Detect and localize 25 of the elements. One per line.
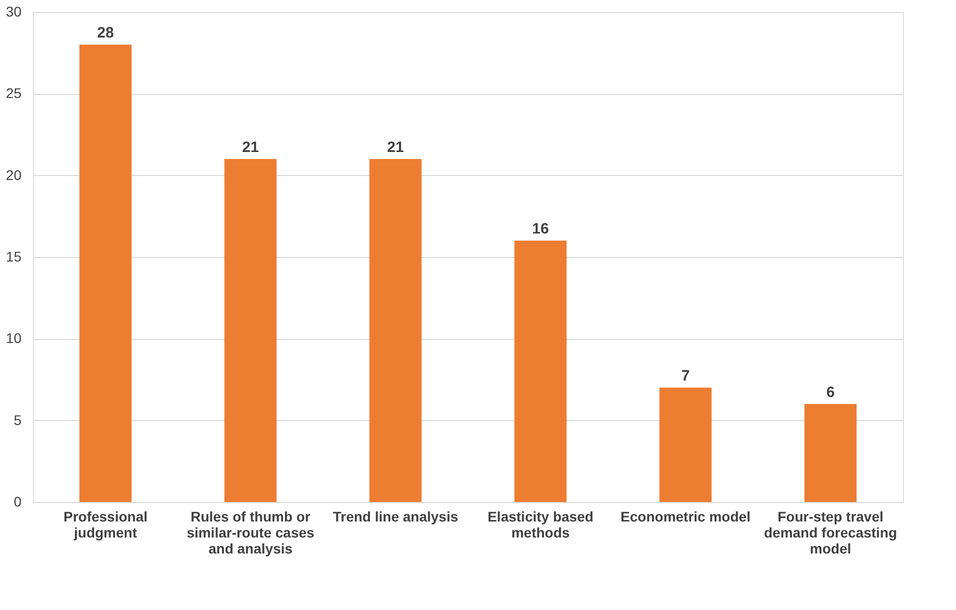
data-label: 21	[242, 139, 259, 156]
y-tick-label: 0	[14, 494, 22, 510]
x-tick-label: Econometric model	[620, 508, 750, 524]
x-tick-label: Elasticity based methods	[488, 508, 594, 540]
bar	[659, 388, 712, 502]
data-label: 7	[681, 368, 690, 385]
y-tick-label: 10	[6, 330, 22, 346]
bar	[369, 159, 422, 502]
bar	[804, 404, 857, 502]
bar	[79, 44, 132, 502]
x-tick-label: Four-step travel demand forecasting model	[764, 508, 898, 556]
bar	[224, 159, 277, 502]
data-label: 28	[97, 24, 114, 42]
x-tick-label: Professional judgment	[63, 508, 148, 540]
y-tick-label: 25	[6, 85, 22, 102]
data-label: 16	[532, 220, 549, 238]
x-tick-label: Rules of thumb or similar-route cases and analysis	[186, 508, 315, 556]
x-tick-label: Trend line analysis	[332, 508, 458, 524]
data-label: 21	[387, 139, 404, 156]
data-label: 6	[826, 384, 835, 401]
y-tick-label: 15	[6, 248, 22, 264]
y-tick-label: 30	[6, 4, 22, 20]
y-tick-label: 20	[6, 166, 22, 183]
bar	[514, 240, 567, 502]
y-tick-label: 5	[14, 412, 22, 428]
